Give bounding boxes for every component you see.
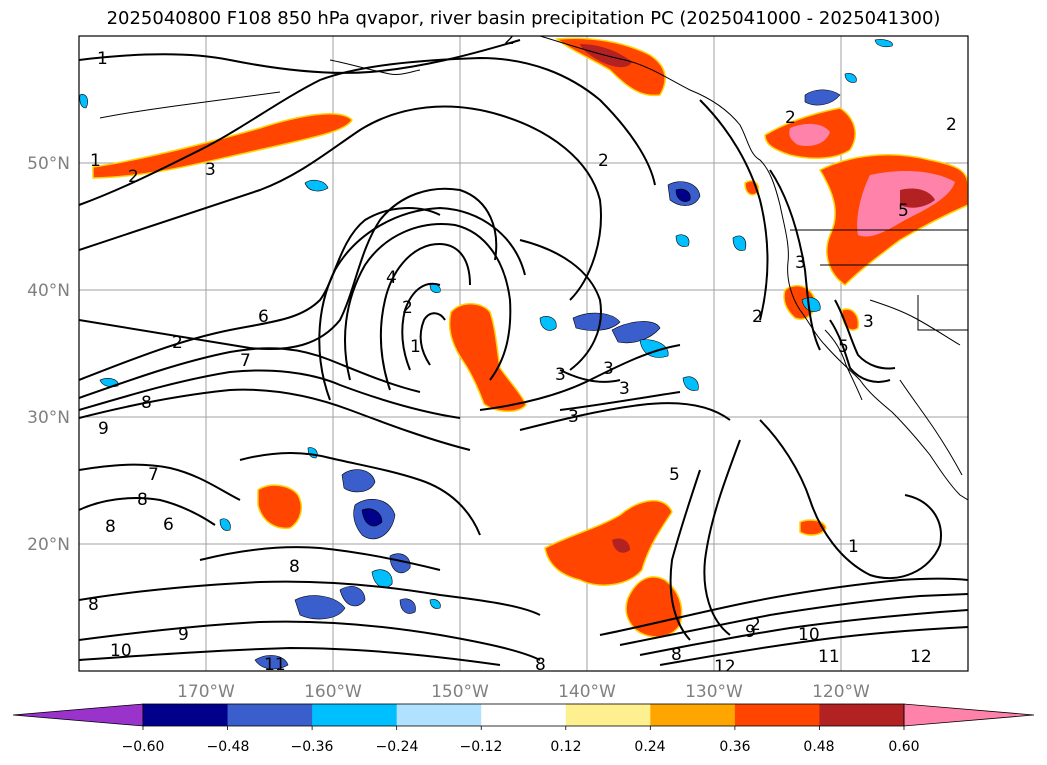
contour-label: 1 [410,337,421,357]
lat-label: 30°N [27,408,70,428]
contour-label: 1 [848,537,859,557]
colorbar-extend-max [903,703,1035,727]
contour-label: 3 [619,379,630,399]
contour-label: 2 [785,108,796,128]
contour-label: 8 [88,595,99,615]
contour-label: 8 [535,655,546,675]
contour-label: 2 [128,167,139,187]
contour-label: 3 [603,359,614,379]
contour-label: 2 [946,115,957,135]
colorbar-tick-label: −0.12 [460,739,503,755]
contour-label: 2 [172,333,183,353]
contour-label: 8 [105,517,116,537]
colorbar-segment [819,704,905,726]
lat-label: 50°N [27,154,70,174]
contour-label: 3 [555,365,566,385]
contour-label: 2 [598,151,609,171]
lon-label: 170°W [177,682,235,702]
contour-label: 6 [258,307,269,327]
latitude-labels: 50°N 40°N 30°N 20°N [27,154,70,555]
contour-label: 2 [752,307,763,327]
colorbar-segment [396,704,482,726]
lon-label: 160°W [304,682,362,702]
colorbar-segment [650,704,736,726]
contour-label: 3 [205,160,216,180]
lon-label: 120°W [812,682,870,702]
lat-label: 40°N [27,281,70,301]
contour-label: 9 [178,625,189,645]
contour-label: 5 [838,337,849,357]
contour-label: 7 [240,351,251,371]
contour-label: 1 [90,151,101,171]
colorbar-tick-label: 0.48 [803,739,834,755]
colorbar-segment [481,704,567,726]
negative-precip-areas [79,39,893,670]
colorbar-tick-label: 0.12 [550,739,581,755]
contour-label: 12 [910,647,932,667]
colorbar-frame [142,703,905,727]
lon-label: 130°W [685,682,743,702]
contour-label: 9 [745,622,756,642]
colorbar-segment [565,704,651,726]
contour-label: 9 [98,419,109,439]
contour-label: 6 [163,515,174,535]
contour-label: 11 [264,655,286,675]
contour-label: 4 [386,268,397,288]
contour-label: 2 [750,615,761,635]
contour-label: 2 [402,298,413,318]
contour-label: 8 [141,393,152,413]
longitude-labels: 170°W 160°W 150°W 140°W 130°W 120°W [177,682,870,702]
contour-label: 5 [898,201,909,221]
contour-label: 11 [818,647,840,667]
colorbar-tick-label: −0.24 [376,739,419,755]
qvapor-contours [79,39,968,666]
colorbar-tick-label: −0.60 [122,739,165,755]
lon-label: 140°W [558,682,616,702]
colorbar-tick-label: 0.36 [719,739,750,755]
lat-label: 20°N [27,535,70,555]
contour-label: 8 [289,557,300,577]
colorbar [12,703,1035,730]
colorbar-segment [312,704,398,726]
contour-label: 10 [110,641,132,661]
contour-label: 12 [714,657,736,677]
colorbar-segment [734,704,820,726]
contour-label: 7 [148,465,159,485]
coastlines [99,36,968,501]
colorbar-tick-label: −0.36 [291,739,334,755]
colorbar-tick-label: −0.48 [207,739,250,755]
contour-label: 8 [671,645,682,665]
contour-label: 5 [669,465,680,485]
colorbar-segment [227,704,313,726]
contour-label: 3 [795,253,806,273]
colorbar-tick-label: 0.60 [888,739,919,755]
contour-label: 8 [137,490,148,510]
colorbar-segment [143,704,229,726]
map-frame [78,35,969,672]
contour-label: 1 [97,49,108,69]
strong-positive-precip-areas [580,44,955,553]
contour-label: 3 [863,312,874,332]
contour-labels: 1 1 2 3 2 2 2 4 2 1 6 2 7 8 9 3 3 3 3 7 … [88,29,957,677]
lon-label: 150°W [431,682,489,702]
colorbar-tick-labels: −0.60 −0.48 −0.36 −0.24 −0.12 0.12 0.24 … [122,739,920,755]
colorbar-extend-min [12,703,144,727]
colorbar-tick-label: 0.24 [634,739,665,755]
contour-label: 3 [568,407,579,427]
map-title: 2025040800 F108 850 hPa qvapor, river ba… [106,8,941,29]
contour-label: 2 [504,29,515,49]
contour-label: 10 [798,625,820,645]
